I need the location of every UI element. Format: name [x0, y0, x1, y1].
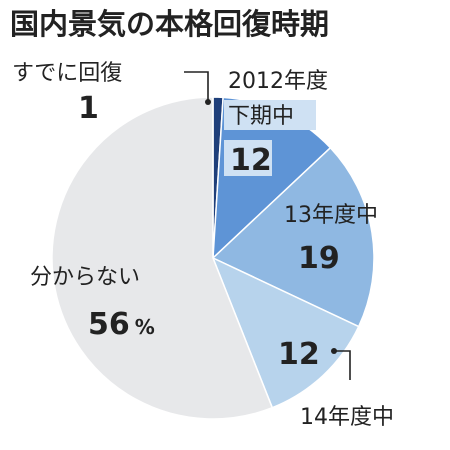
pie-slice-fy14 — [211, 256, 360, 409]
label-unknown: 分からない — [30, 265, 140, 290]
pie-slices — [51, 96, 375, 420]
pie-slice-unknown — [51, 96, 274, 420]
chart-title: 国内景気の本格回復時期 — [10, 7, 329, 41]
value-unknown: 56 — [88, 307, 130, 342]
value-fy13: 19 — [298, 241, 340, 276]
value-unknown-wrap: 56% — [88, 307, 155, 342]
value-already-recovered: 1 — [78, 91, 99, 126]
label-already-recovered: すでに回復 — [12, 61, 122, 86]
leader-lines — [184, 71, 351, 380]
label-fy13: 13年度中 — [284, 203, 378, 228]
value-fy14: 12 — [278, 337, 320, 372]
value-unknown-unit: % — [135, 315, 155, 339]
label-fy2012-line1: 2012年度 — [228, 69, 328, 94]
value-fy2012-bg — [224, 140, 272, 176]
leader-line-already-recovered — [184, 71, 209, 102]
label-fy14: 14年度中 — [300, 405, 394, 430]
leader-dot-already-recovered — [205, 99, 211, 105]
pie-slice-fy13 — [211, 146, 375, 328]
label-fy2012-line2-bg — [224, 100, 316, 130]
leader-dot-fy14 — [331, 348, 337, 354]
leader-line-fy14 — [334, 350, 351, 380]
value-fy2012: 12 — [230, 143, 272, 178]
label-fy2012-line2: 下期中 — [228, 104, 294, 129]
